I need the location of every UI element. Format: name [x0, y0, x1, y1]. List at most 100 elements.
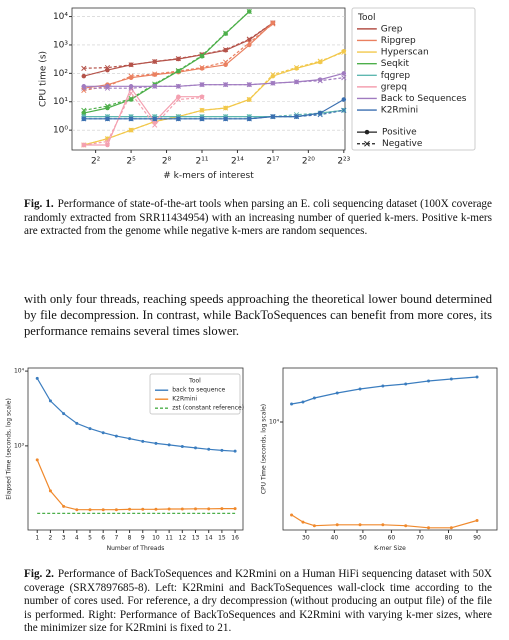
series-line: [83, 11, 250, 114]
point-marker: [104, 103, 111, 109]
point-marker: [81, 87, 87, 94]
point-marker: [317, 78, 323, 84]
point-marker: [175, 56, 181, 62]
legend-box: [351, 7, 476, 151]
y-tick-label: 10⁴: [269, 419, 280, 426]
point-marker: [75, 508, 79, 512]
x-tick-label: 80: [445, 535, 453, 542]
point-marker: [105, 142, 110, 148]
x-tick-label: 2¹⁴: [231, 157, 244, 167]
plot-area: [71, 7, 346, 151]
series-line: [291, 376, 478, 405]
y-axis-label: Elapsed Time (seconds, log scale): [5, 398, 12, 500]
point-marker: [152, 116, 158, 122]
point-marker: [293, 113, 300, 120]
y-tick-label: 10³: [53, 40, 68, 50]
point-marker: [141, 439, 145, 443]
point-marker: [199, 94, 205, 99]
point-marker: [341, 107, 347, 113]
y-tick-label: 10²: [53, 69, 68, 79]
point-marker: [175, 83, 181, 89]
point-marker: [220, 448, 224, 452]
point-marker: [199, 116, 205, 122]
figure-caption: Fig. 1. Performance of state-of-the-art t…: [24, 198, 492, 239]
point-marker: [341, 49, 347, 55]
series-line: [83, 50, 345, 146]
point-marker: [449, 377, 453, 381]
point-marker: [317, 58, 323, 64]
point-marker: [207, 507, 211, 511]
legend-title: Tool: [188, 378, 201, 385]
point-marker: [141, 507, 145, 511]
point-marker: [114, 434, 118, 438]
y-axis-label: CPU time (s): [39, 51, 49, 107]
point-marker: [335, 523, 339, 527]
x-tick-label: 9: [141, 535, 145, 542]
legend-marker: [364, 140, 370, 147]
point-marker: [152, 83, 158, 89]
series-line: [36, 377, 236, 452]
x-tick-label: 10: [152, 535, 160, 542]
point-marker: [101, 508, 105, 512]
point-marker: [81, 116, 87, 122]
series-line: [83, 22, 274, 89]
point-marker: [175, 96, 181, 103]
x-tick-label: 11: [165, 535, 173, 542]
point-marker: [62, 504, 66, 508]
point-marker: [449, 526, 453, 530]
point-marker: [128, 116, 134, 122]
x-tick-label: 2²⁰: [302, 157, 315, 167]
x-tick-label: 30: [302, 535, 310, 542]
x-tick-label: 12: [179, 535, 187, 542]
point-marker: [246, 96, 252, 103]
point-marker: [167, 443, 171, 447]
y-axis-label: CPU Time (seconds, log scale): [260, 404, 267, 494]
y-tick-label: 10⁰: [53, 126, 68, 136]
x-tick-label: 15: [218, 535, 226, 542]
x-tick-label: 16: [231, 535, 239, 542]
point-marker: [312, 524, 316, 528]
point-marker: [404, 524, 408, 528]
point-marker: [75, 421, 79, 425]
point-marker: [223, 82, 229, 88]
point-marker: [48, 399, 52, 403]
x-tick-label: 8: [128, 535, 132, 542]
point-marker: [475, 375, 479, 379]
legend-label: grepq: [381, 82, 407, 92]
point-marker: [220, 507, 224, 511]
x-tick-label: 2²: [91, 157, 101, 167]
point-marker: [404, 382, 408, 386]
point-marker: [290, 402, 294, 406]
point-marker: [128, 73, 134, 79]
point-marker: [128, 95, 134, 102]
point-marker: [381, 523, 385, 527]
legend-label: Seqkit: [381, 59, 410, 69]
x-tick-label: 2: [49, 535, 53, 542]
point-marker: [270, 113, 276, 120]
point-marker: [104, 64, 111, 71]
point-marker: [81, 107, 87, 113]
point-marker: [152, 122, 158, 128]
x-tick-label: 4: [75, 535, 79, 542]
point-marker: [175, 67, 181, 74]
point-marker: [104, 116, 111, 122]
legend-marker: [364, 129, 370, 135]
x-tick-label: 50: [359, 535, 367, 542]
point-marker: [128, 85, 134, 91]
series-line: [83, 22, 274, 69]
point-marker: [199, 94, 205, 101]
point-marker: [301, 520, 305, 524]
x-tick-label: 2²³: [337, 157, 350, 167]
x-tick-label: 2¹¹: [196, 157, 209, 167]
series-line: [83, 51, 345, 146]
point-marker: [223, 47, 229, 53]
point-marker: [358, 523, 362, 527]
plot-area: [282, 367, 498, 531]
point-marker: [223, 30, 229, 36]
series-line: [83, 77, 344, 89]
caption-label: Fig. 1.: [24, 198, 54, 210]
point-marker: [167, 507, 171, 511]
point-marker: [335, 391, 339, 395]
point-marker: [199, 64, 205, 71]
point-marker: [35, 376, 39, 380]
